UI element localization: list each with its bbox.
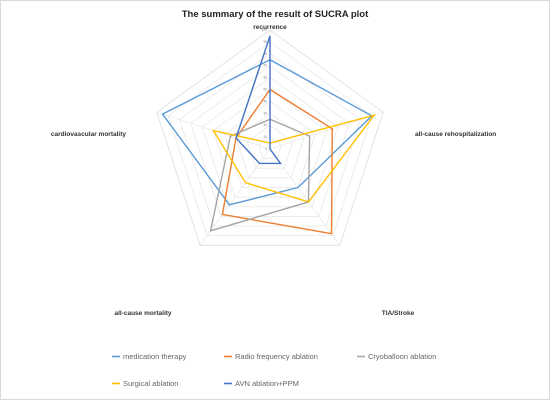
tick-label: 30 [263, 111, 267, 115]
tick-label: 0 [265, 147, 267, 151]
legend-label: medication therapy [123, 352, 187, 361]
grid-ring [258, 136, 282, 159]
axis-label: recurrence [253, 24, 287, 31]
legend-label: Surgical ablation [123, 379, 178, 388]
legend-label: AVN ablation+PPM [235, 379, 299, 388]
axis-label: all-cause rehospitalization [415, 131, 496, 138]
radar-series [161, 35, 376, 235]
grid-ring [190, 65, 350, 217]
tick-label: 10 [263, 135, 267, 139]
tick-label: 50 [263, 88, 267, 92]
series-line [211, 113, 376, 203]
chart-title: The summary of the result of SUCRA plot [182, 9, 369, 20]
tick-label: 90 [263, 40, 267, 44]
tick-label: 70 [263, 64, 267, 68]
tick-label: 40 [263, 99, 267, 103]
tick-label: 80 [263, 52, 267, 56]
grid-ring [156, 29, 384, 246]
axis-label: TIA/Stroke [382, 310, 415, 317]
series-line [161, 58, 374, 206]
chart-legend: medication therapy Radio frequency ablati… [112, 352, 436, 388]
tick-label: 100 [262, 28, 268, 32]
grid-ring [201, 77, 339, 208]
radar-grid [156, 29, 384, 246]
grid-spoke [199, 148, 271, 246]
axis-label: cardiovascular mortality [51, 131, 127, 138]
series-line [221, 88, 333, 235]
grid-ring [235, 112, 305, 179]
grid-spoke [269, 148, 341, 246]
grid-ring [167, 41, 373, 236]
legend-label: Radio frequency ablation [235, 352, 318, 361]
legend-label: Cryoballoon ablation [368, 352, 436, 361]
radar-axis-labels: recurrence all-cause rehospitalization TIA… [51, 24, 496, 317]
grid-ring [213, 89, 327, 198]
grid-ring [179, 53, 361, 227]
tick-label: 20 [263, 123, 267, 127]
axis-label: all-cause mortality [114, 310, 171, 317]
grid-ring [224, 100, 316, 188]
radar-tick-labels: 0 10 20 30 40 50 60 70 80 90 100 [262, 28, 268, 151]
series-line [235, 35, 282, 165]
tick-label: 60 [263, 76, 267, 80]
